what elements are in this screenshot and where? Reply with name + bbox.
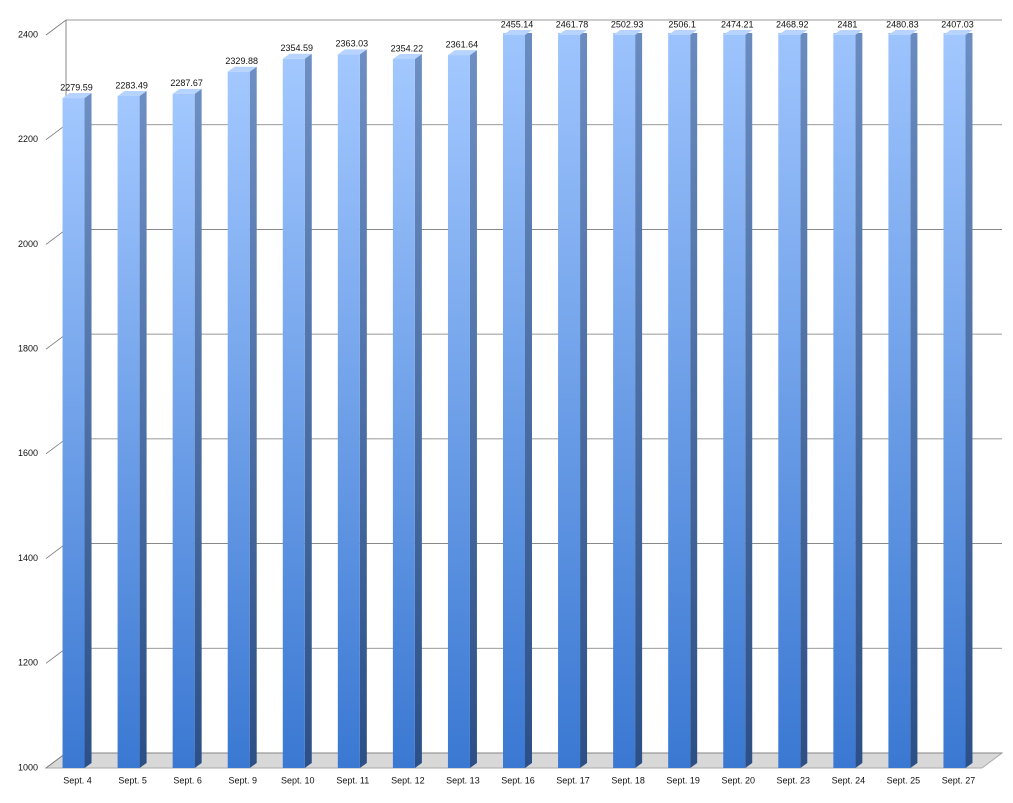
value-label: 2506.1 bbox=[668, 19, 696, 29]
y-tick-label: 2200 bbox=[18, 134, 38, 144]
y-tick-label: 2000 bbox=[18, 239, 38, 249]
bar bbox=[282, 58, 305, 768]
bar-side bbox=[414, 53, 422, 768]
bar-side bbox=[965, 33, 973, 768]
value-label: 2461.78 bbox=[556, 19, 589, 29]
bar-side bbox=[469, 50, 477, 768]
x-tick-label: Sept. 13 bbox=[446, 775, 480, 785]
value-label: 2363.03 bbox=[336, 39, 369, 49]
value-label: 2502.93 bbox=[611, 19, 644, 29]
value-label: 2279.59 bbox=[60, 82, 93, 92]
bar-side bbox=[249, 66, 257, 768]
value-label: 2354.22 bbox=[391, 43, 424, 53]
y-tick-label: 1800 bbox=[18, 344, 38, 354]
bar bbox=[117, 96, 140, 769]
bar-side bbox=[855, 33, 863, 768]
bar-top bbox=[117, 91, 147, 97]
y-tick-label: 1200 bbox=[18, 658, 38, 668]
grid-line bbox=[45, 19, 1002, 36]
value-label: 2283.49 bbox=[115, 80, 148, 90]
bar bbox=[227, 71, 250, 768]
bar-top bbox=[833, 30, 863, 35]
bar-side bbox=[304, 53, 312, 768]
y-tick-label: 1000 bbox=[18, 762, 38, 772]
bar bbox=[172, 93, 195, 768]
bar-top bbox=[888, 30, 918, 35]
bar bbox=[888, 33, 911, 768]
value-label: 2354.59 bbox=[280, 43, 313, 53]
x-tick-label: Sept. 17 bbox=[556, 775, 590, 785]
bar bbox=[392, 58, 415, 768]
value-label: 2481 bbox=[837, 19, 857, 29]
bar-top bbox=[613, 30, 643, 35]
value-label: 2329.88 bbox=[225, 56, 258, 66]
x-tick-label: Sept. 9 bbox=[228, 775, 257, 785]
bar-side bbox=[359, 49, 367, 768]
bar-top bbox=[172, 88, 202, 94]
bars bbox=[62, 33, 973, 769]
bar-top bbox=[668, 30, 698, 35]
y-tick-label: 2400 bbox=[18, 29, 38, 39]
bar-side bbox=[580, 33, 588, 768]
bar bbox=[778, 33, 801, 768]
bar-top bbox=[62, 93, 92, 99]
x-tick-label: Sept. 4 bbox=[63, 775, 92, 785]
bar bbox=[503, 33, 525, 769]
bar bbox=[62, 98, 85, 769]
value-label: 2287.67 bbox=[170, 78, 203, 88]
bar-top bbox=[282, 53, 312, 59]
x-tick-label: Sept. 18 bbox=[611, 775, 645, 785]
x-tick-label: Sept. 19 bbox=[666, 775, 700, 785]
bar-top bbox=[227, 66, 257, 72]
bar-side bbox=[84, 93, 92, 769]
bar-side bbox=[690, 33, 698, 768]
bar-top bbox=[558, 30, 588, 35]
bar-top bbox=[503, 30, 532, 35]
x-tick-label: Sept. 23 bbox=[777, 775, 811, 785]
bar-side bbox=[194, 88, 202, 769]
bar bbox=[943, 33, 966, 769]
value-label: 2468.92 bbox=[776, 19, 809, 29]
bar-top bbox=[943, 30, 973, 35]
x-tick-label: Sept. 27 bbox=[942, 775, 976, 785]
value-label: 2361.64 bbox=[446, 39, 479, 49]
bar bbox=[337, 54, 360, 768]
bar bbox=[833, 33, 856, 769]
bar bbox=[723, 33, 746, 769]
x-tick-label: Sept. 12 bbox=[391, 775, 425, 785]
bar-side bbox=[910, 33, 918, 768]
value-label: 2480.83 bbox=[886, 19, 919, 29]
bar-side bbox=[635, 33, 643, 768]
bar-side bbox=[800, 33, 808, 768]
value-label: 2407.03 bbox=[941, 19, 974, 29]
y-tick-label: 1600 bbox=[18, 448, 38, 458]
bar-top bbox=[723, 30, 753, 35]
bar bbox=[613, 33, 636, 769]
x-tick-label: Sept. 20 bbox=[721, 775, 755, 785]
value-label: 2474.21 bbox=[721, 19, 754, 29]
x-tick-label: Sept. 24 bbox=[832, 775, 866, 785]
value-label: 2455.14 bbox=[501, 19, 534, 29]
x-tick-label: Sept. 16 bbox=[501, 775, 535, 785]
x-tick-label: Sept. 25 bbox=[887, 775, 921, 785]
bar-top bbox=[337, 49, 367, 55]
x-tick-label: Sept. 10 bbox=[281, 775, 315, 785]
bar-side bbox=[139, 91, 147, 769]
bar bbox=[668, 33, 691, 768]
bar-side bbox=[745, 33, 753, 768]
bar-top bbox=[778, 30, 808, 35]
bar bbox=[558, 33, 581, 769]
x-tick-label: Sept. 11 bbox=[336, 775, 369, 785]
bar-side bbox=[525, 33, 532, 768]
y-tick-label: 1400 bbox=[18, 553, 38, 563]
x-tick-label: Sept. 6 bbox=[173, 775, 202, 785]
bar bbox=[447, 55, 470, 768]
bar-top bbox=[447, 50, 477, 56]
bar-top bbox=[392, 53, 422, 59]
x-tick-label: Sept. 5 bbox=[118, 775, 147, 785]
